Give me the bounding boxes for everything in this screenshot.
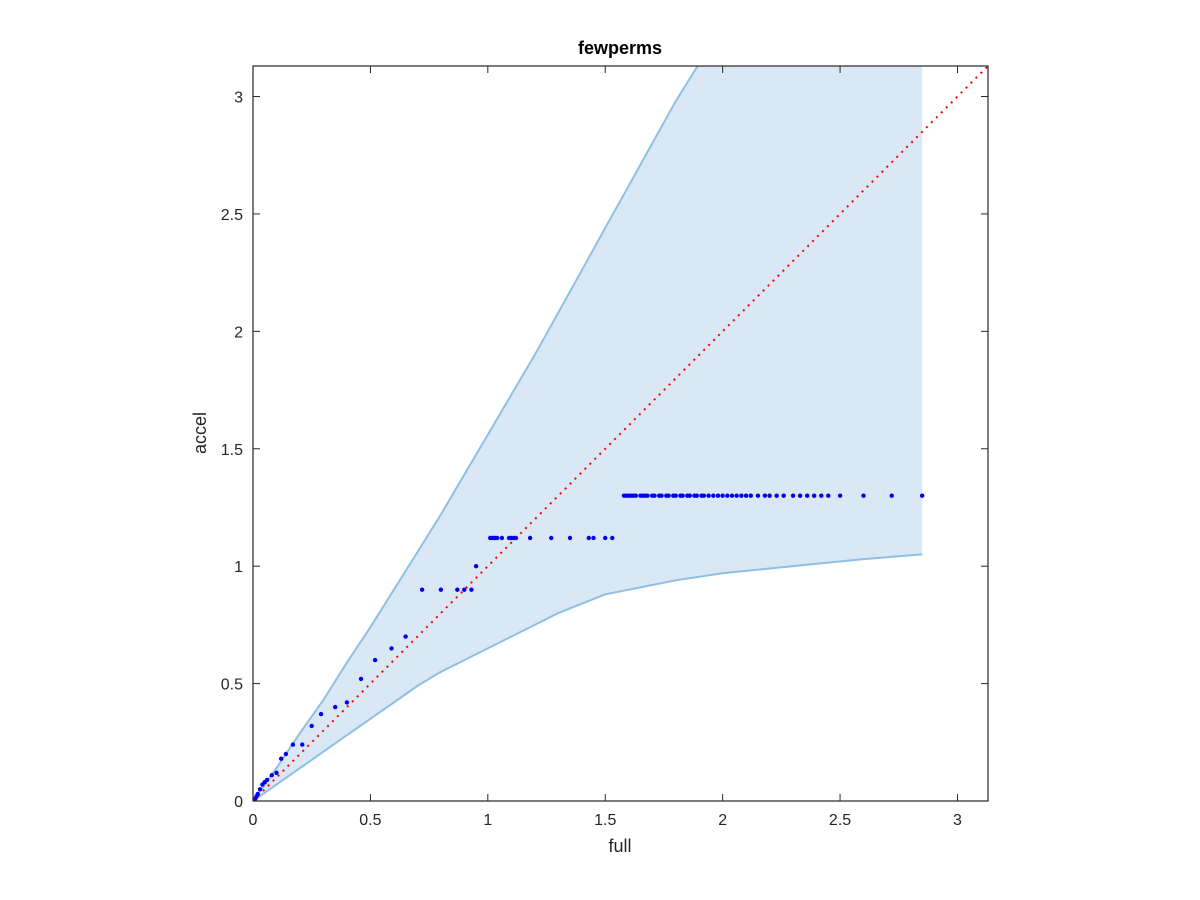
data-point (603, 535, 608, 541)
data-point (781, 493, 786, 498)
data-point (333, 704, 338, 710)
data-point (694, 493, 699, 498)
data-point (659, 493, 664, 498)
data-point (889, 493, 894, 498)
data-point (755, 493, 761, 498)
data-point (257, 787, 263, 792)
data-point (438, 587, 444, 592)
scatter-points (253, 493, 925, 801)
y-tick-label: 2.5 (221, 207, 243, 224)
data-point (734, 493, 739, 498)
x-tick-label: 1.5 (594, 812, 616, 829)
data-point (513, 535, 519, 541)
data-point (567, 535, 573, 541)
y-axis-label: accel (190, 412, 210, 454)
y-tick-label: 1 (234, 559, 243, 576)
data-point (586, 535, 591, 541)
data-point (591, 535, 596, 541)
y-tick-label: 1.5 (221, 442, 243, 459)
x-tick-label: 3 (953, 812, 962, 829)
data-point (274, 770, 279, 775)
data-point (633, 493, 638, 498)
data-point (819, 493, 824, 498)
chart-title: fewperms (578, 38, 662, 58)
axes-box (252, 65, 989, 802)
y-tick-label: 0 (234, 794, 243, 811)
data-point (666, 493, 671, 498)
data-point (290, 742, 296, 747)
data-point (264, 777, 270, 783)
data-point (344, 700, 350, 705)
y-tick-label: 3 (234, 90, 243, 107)
data-point (403, 634, 408, 639)
data-point (774, 493, 779, 498)
data-point (812, 493, 817, 498)
data-point (269, 773, 274, 778)
data-point (790, 493, 796, 498)
data-point (309, 723, 314, 729)
data-point (720, 493, 725, 498)
data-point (652, 493, 657, 498)
data-point (473, 564, 479, 569)
x-tick-label: 1 (483, 812, 492, 829)
identity-reference-line (253, 66, 988, 801)
data-point (469, 587, 474, 592)
data-point (495, 535, 500, 541)
data-point (455, 587, 460, 592)
data-point (419, 587, 425, 592)
data-point (861, 493, 866, 498)
confidence-band (253, 66, 923, 801)
data-point (729, 493, 735, 498)
data-point (318, 711, 324, 717)
data-point (499, 535, 505, 541)
y-tick-label: 0.5 (221, 677, 243, 694)
x-tick-label: 2 (718, 812, 727, 829)
data-point (255, 791, 260, 797)
data-point (748, 493, 753, 498)
data-point (797, 493, 803, 498)
data-point (739, 493, 744, 498)
x-tick-label: 2.5 (829, 812, 851, 829)
data-point (645, 493, 650, 498)
data-point (837, 493, 843, 498)
x-axis-label: full (608, 836, 631, 856)
band-upper-edge (253, 66, 699, 801)
x-tick-label: 0.5 (359, 812, 381, 829)
data-point (680, 493, 685, 498)
y-tick-label: 2 (234, 324, 243, 341)
data-point (358, 676, 364, 682)
data-point (920, 493, 925, 498)
data-point (762, 493, 768, 498)
data-point (462, 587, 467, 592)
band-lower-edge (253, 553, 923, 801)
data-point (687, 493, 692, 498)
data-point (706, 493, 711, 498)
data-point (711, 493, 716, 498)
data-point (283, 751, 289, 757)
data-point (389, 646, 394, 651)
data-point (549, 535, 554, 541)
data-point (725, 493, 730, 498)
data-point (805, 493, 810, 498)
data-point (610, 535, 615, 541)
data-point (826, 493, 831, 498)
data-point (767, 493, 772, 498)
data-point (527, 535, 533, 541)
data-point (300, 742, 305, 747)
data-point (701, 493, 707, 498)
axis-ticks: 0 0.5 1 1.5 2 2.5 3 0 0.5 1 1.5 2 2.5 3 (221, 66, 988, 829)
data-point (673, 493, 678, 498)
x-tick-label: 0 (249, 812, 258, 829)
plot-area (253, 66, 988, 801)
data-point (743, 493, 749, 498)
data-point (279, 756, 284, 761)
data-point (372, 657, 378, 663)
data-point (715, 493, 721, 498)
